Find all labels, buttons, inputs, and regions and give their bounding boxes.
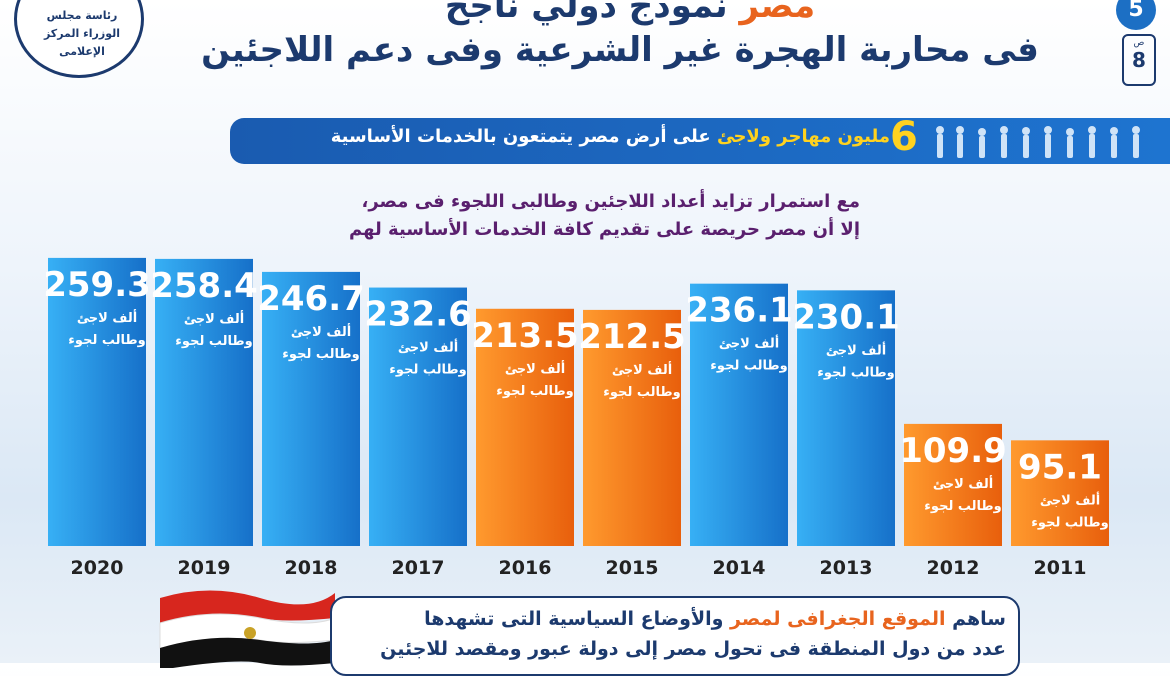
- bar-value-label: 213.5: [471, 316, 579, 356]
- bar-unit-label-2: وطالب لجوء: [710, 359, 787, 374]
- bar: [155, 258, 253, 546]
- chart-subtitle: مع استمرار تزايد أعداد اللاجئين وطالبى ا…: [320, 188, 860, 244]
- bar-unit-label: ألف لاجئ: [505, 360, 565, 377]
- bar-unit-label: ألف لاجئ: [1040, 491, 1100, 508]
- page-label: ص: [1133, 38, 1145, 48]
- x-tick-label: 2019: [178, 557, 231, 579]
- cabinet-logo: رئاسة مجلس الوزراء المركز الإعلامى: [14, 0, 144, 78]
- x-tick-label: 2011: [1034, 557, 1087, 579]
- bar-group-2017: 232.6 ألف لاجئ وطالب لجوء 2017: [364, 287, 472, 579]
- bar-unit-label-2: وطالب لجوء: [817, 365, 894, 380]
- footer-highlight: الموقع الجغرافى لمصر: [730, 608, 946, 630]
- bar-unit-label: ألف لاجئ: [398, 339, 458, 356]
- bar: [48, 257, 146, 546]
- bar-value-label: 212.5: [578, 317, 686, 357]
- footer-line-1: ساهم الموقع الجغرافى لمصر والأوضاع السيا…: [346, 604, 1006, 634]
- issue-badge: 5: [1116, 0, 1156, 30]
- bar: [583, 309, 681, 546]
- footer-line-2: عدد من دول المنطقة فى تحول مصر إلى دولة …: [380, 638, 1006, 660]
- x-tick-label: 2015: [606, 557, 659, 579]
- footer-lead: ساهم: [952, 608, 1006, 630]
- x-tick-label: 2013: [820, 557, 873, 579]
- bar-group-2016: 213.5 ألف لاجئ وطالب لجوء 2016: [471, 308, 579, 579]
- x-tick-label: 2014: [713, 557, 766, 579]
- bar-value-label: 258.4: [150, 266, 258, 306]
- refugees-bar-chart: 259.3 ألف لاجئ وطالب لجوء 2020 258.4 ألف لاجئ…: [43, 257, 1109, 579]
- bar: [369, 287, 467, 546]
- title-line-1: مصر نموذج دولي ناجح: [170, 0, 1090, 26]
- footer-line-1-rest: والأوضاع السياسية التى تشهدها: [424, 608, 724, 630]
- bar-unit-label-2: وطالب لجوء: [496, 384, 573, 399]
- bar-unit-label: ألف لاجئ: [933, 475, 993, 492]
- bar-group-2012: 109.9 ألف لاجئ وطالب لجوء 2012: [899, 423, 1007, 579]
- title-main: نموذج دولي ناجح: [444, 0, 728, 26]
- bar-group-2014: 236.1 ألف لاجئ وطالب لجوء 2014: [685, 283, 793, 579]
- x-tick-label: 2018: [285, 557, 338, 579]
- bar-unit-label: ألف لاجئ: [77, 309, 137, 326]
- footer-note: ساهم الموقع الجغرافى لمصر والأوضاع السيا…: [330, 596, 1020, 676]
- bar-unit-label-2: وطالب لجوء: [924, 499, 1001, 514]
- bar-value-label: 95.1: [1018, 447, 1102, 487]
- bar: [904, 423, 1002, 546]
- bar-unit-label-2: وطالب لجوء: [175, 334, 252, 349]
- title-line-2: فى محاربة الهجرة غير الشرعية وفى دعم الل…: [201, 30, 1039, 70]
- bar-group-2020: 259.3 ألف لاجئ وطالب لجوء 2020: [43, 257, 151, 579]
- bar: [797, 290, 895, 546]
- x-tick-label: 2017: [392, 557, 445, 579]
- egypt-flag-icon: [159, 590, 336, 668]
- bar-unit-label: ألف لاجئ: [719, 335, 779, 352]
- banner-text: مليون مهاجر ولاجئ على أرض مصر يتمتعون با…: [250, 126, 890, 147]
- bar: [262, 271, 360, 546]
- bar-value-label: 236.1: [685, 291, 793, 331]
- x-tick-label: 2012: [927, 557, 980, 579]
- x-tick-label: 2020: [71, 557, 124, 579]
- bar-value-label: 246.7: [257, 279, 365, 319]
- page-number: 8: [1132, 48, 1146, 72]
- bar-value-label: 109.9: [899, 431, 1007, 471]
- bar-group-2015: 212.5 ألف لاجئ وطالب لجوء 2015: [578, 309, 686, 579]
- migrants-banner: مليون مهاجر ولاجئ على أرض مصر يتمتعون با…: [230, 114, 1170, 164]
- bar-unit-label-2: وطالب لجوء: [1031, 515, 1108, 530]
- footer-text: ساهم الموقع الجغرافى لمصر والأوضاع السيا…: [346, 604, 1006, 664]
- bar-value-label: 232.6: [364, 295, 472, 335]
- banner-highlight: مليون مهاجر ولاجئ: [716, 126, 890, 147]
- bar-group-2018: 246.7 ألف لاجئ وطالب لجوء 2018: [257, 271, 365, 579]
- bar-unit-label: ألف لاجئ: [291, 323, 351, 340]
- title-area: مصر نموذج دولي ناجح فى محاربة الهجرة غير…: [0, 0, 1170, 70]
- title-accent: مصر: [739, 0, 816, 26]
- bar-unit-label-2: وطالب لجوء: [389, 363, 466, 378]
- page-indicator: ص 8: [1122, 34, 1156, 86]
- bar-unit-label-2: وطالب لجوء: [603, 385, 680, 400]
- bar-group-2019: 258.4 ألف لاجئ وطالب لجوء 2019: [150, 258, 258, 579]
- bar-group-2011: 95.1 ألف لاجئ وطالب لجوء 2011: [1011, 440, 1109, 579]
- x-tick-label: 2016: [499, 557, 552, 579]
- bar-unit-label: ألف لاجئ: [612, 361, 672, 378]
- subtitle-line-1: مع استمرار تزايد أعداد اللاجئين وطالبى ا…: [361, 191, 860, 212]
- banner-rest: على أرض مصر يتمتعون بالخدمات الأساسية: [330, 126, 711, 147]
- bar-unit-label-2: وطالب لجوء: [282, 347, 359, 362]
- crowd-silhouette-icon: [936, 126, 1140, 158]
- bar-unit-label: ألف لاجئ: [184, 310, 244, 327]
- bar: [476, 308, 574, 546]
- subtitle-line-2: إلا أن مصر حريصة على تقديم كافة الخدمات …: [349, 219, 860, 240]
- bar-unit-label-2: وطالب لجوء: [68, 333, 145, 348]
- bar: [690, 283, 788, 546]
- bar-unit-label: ألف لاجئ: [826, 341, 886, 358]
- bar: [1011, 440, 1109, 546]
- logo-text: رئاسة مجلس الوزراء المركز الإعلامى: [43, 9, 121, 58]
- banner-number: 6: [890, 114, 918, 160]
- bar-group-2013: 230.1 ألف لاجئ وطالب لجوء 2013: [792, 290, 900, 579]
- bar-value-label: 259.3: [43, 265, 151, 305]
- bar-value-label: 230.1: [792, 297, 900, 337]
